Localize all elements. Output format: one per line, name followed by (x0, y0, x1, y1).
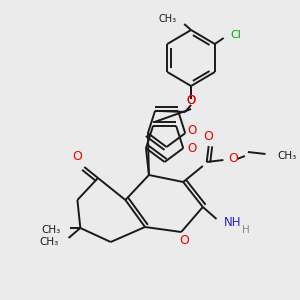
Text: NH: NH (224, 215, 242, 229)
Text: CH₃: CH₃ (40, 237, 59, 247)
Text: H: H (242, 225, 250, 235)
Text: CH₃: CH₃ (41, 225, 61, 235)
Text: O: O (188, 124, 197, 137)
Text: O: O (186, 94, 196, 107)
Text: O: O (73, 149, 82, 163)
Text: O: O (186, 94, 196, 107)
Text: Cl: Cl (230, 30, 242, 40)
Text: CH₃: CH₃ (158, 14, 176, 24)
Text: O: O (179, 235, 189, 248)
Text: O: O (204, 130, 214, 143)
Text: CH₃: CH₃ (277, 151, 296, 161)
Text: O: O (228, 152, 238, 166)
Text: O: O (188, 142, 197, 155)
